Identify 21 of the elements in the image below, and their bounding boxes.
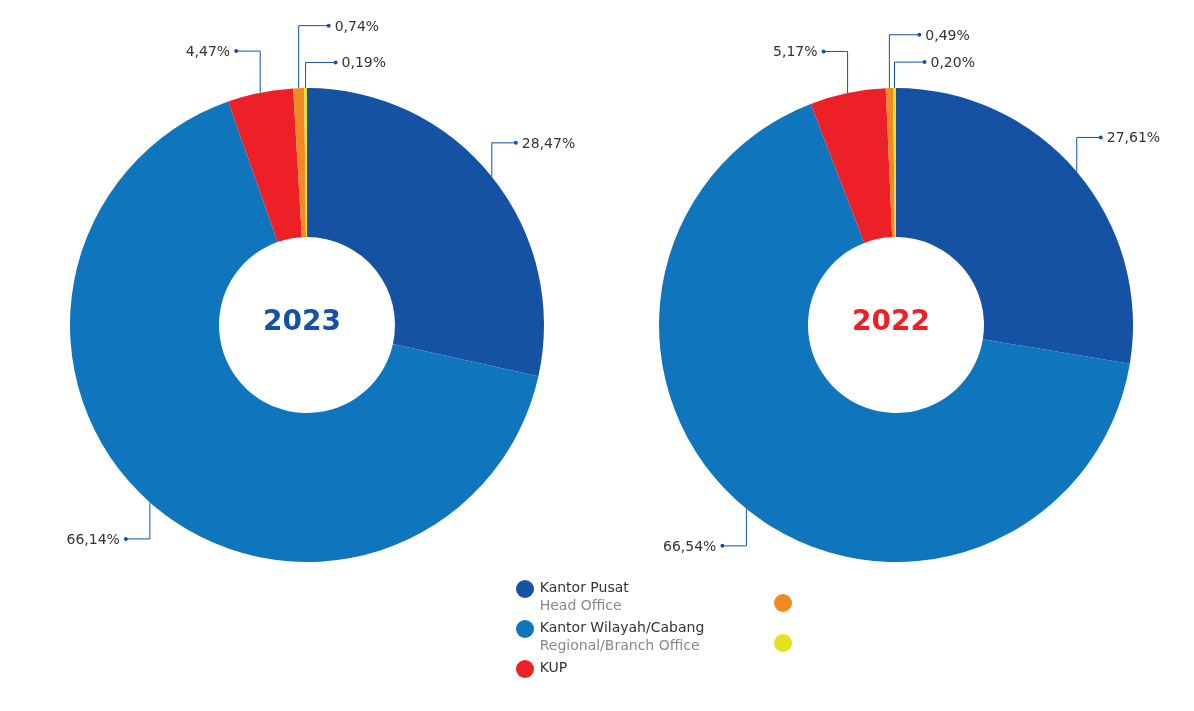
data-label: 66,14% xyxy=(66,530,120,547)
text: 2022 xyxy=(852,303,930,337)
data-label: 27,61% xyxy=(1106,129,1161,146)
data-label: 66,54% xyxy=(662,537,717,554)
data-label: 0,49% xyxy=(925,26,970,43)
text: 2023 xyxy=(263,303,341,337)
donut-slice xyxy=(228,88,302,243)
data-label: 28,47% xyxy=(521,134,576,151)
donut-slice xyxy=(304,88,307,238)
data-label: 0,20% xyxy=(930,53,975,70)
legend-label: Kantor Wilayah/Cabang Regional/Branch Office xyxy=(539,618,705,654)
data-label: 0,74% xyxy=(334,17,380,34)
data-label: 4,47% xyxy=(185,43,231,59)
donut-slice xyxy=(893,88,896,238)
donut-slice xyxy=(810,88,893,243)
legend-label: Kantor Pusat Head Office xyxy=(539,578,629,614)
data-label: 0,19% xyxy=(341,54,387,71)
donut-slice xyxy=(293,88,306,238)
legend-label: KUP xyxy=(539,658,568,676)
donut-slice xyxy=(885,88,895,238)
data-label: 5,17% xyxy=(773,43,818,60)
